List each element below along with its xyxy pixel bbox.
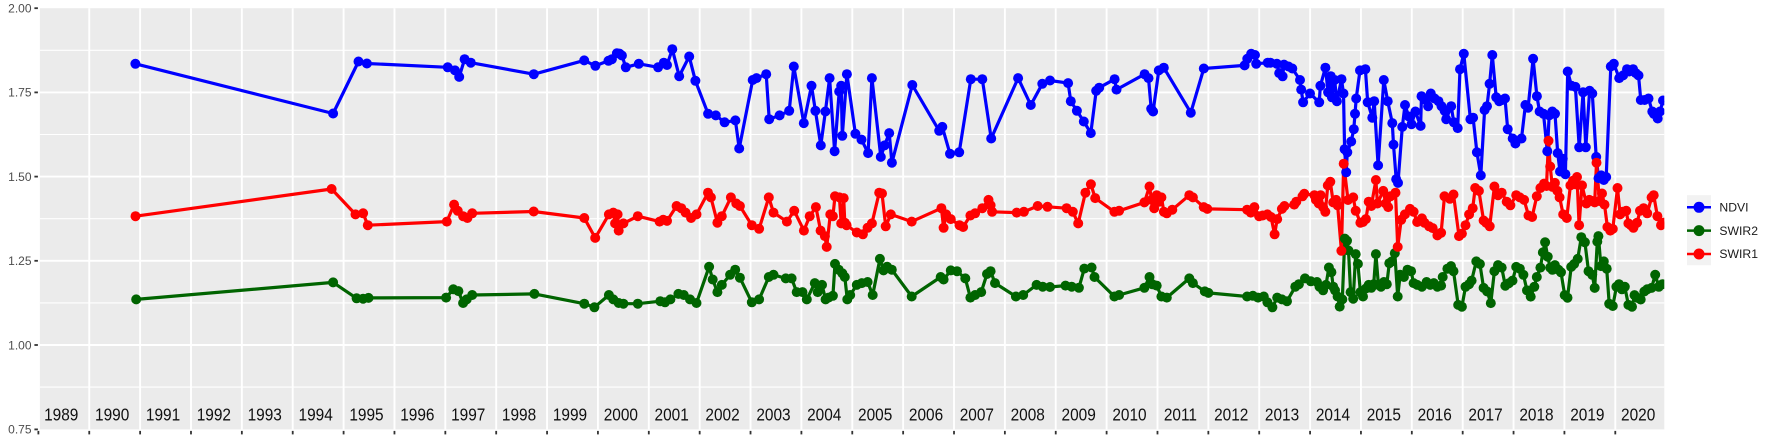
svg-text:1.50: 1.50 (8, 170, 32, 184)
svg-text:2019: 2019 (1570, 404, 1604, 424)
svg-text:2008: 2008 (1011, 404, 1045, 424)
svg-text:2000: 2000 (604, 404, 638, 424)
svg-text:2004: 2004 (807, 404, 841, 424)
svg-text:2011: 2011 (1164, 404, 1197, 424)
svg-text:1.25: 1.25 (8, 254, 32, 268)
svg-text:2001: 2001 (655, 404, 689, 424)
svg-text:2012: 2012 (1214, 404, 1248, 424)
svg-text:2020: 2020 (1621, 404, 1655, 424)
svg-text:2007: 2007 (960, 404, 994, 424)
svg-text:2014: 2014 (1316, 404, 1350, 424)
svg-text:2002: 2002 (705, 404, 739, 424)
svg-text:2.00: 2.00 (8, 2, 32, 16)
svg-text:SWIR1: SWIR1 (1719, 247, 1758, 261)
svg-text:1996: 1996 (400, 404, 434, 424)
svg-text:2017: 2017 (1468, 404, 1502, 424)
svg-text:2003: 2003 (756, 404, 790, 424)
svg-text:1992: 1992 (197, 404, 231, 424)
svg-text:1991: 1991 (146, 404, 180, 424)
svg-text:2013: 2013 (1265, 404, 1299, 424)
svg-text:1995: 1995 (349, 404, 383, 424)
svg-text:1997: 1997 (451, 404, 485, 424)
svg-text:2016: 2016 (1418, 404, 1452, 424)
svg-text:2009: 2009 (1062, 404, 1096, 424)
svg-text:NDVI: NDVI (1719, 201, 1748, 215)
svg-text:2018: 2018 (1519, 404, 1553, 424)
svg-text:1989: 1989 (44, 404, 78, 424)
svg-text:1.00: 1.00 (8, 338, 32, 352)
svg-text:2015: 2015 (1367, 404, 1401, 424)
svg-text:1990: 1990 (95, 404, 129, 424)
svg-text:0.75: 0.75 (8, 423, 32, 437)
svg-text:1994: 1994 (299, 404, 333, 424)
svg-text:2010: 2010 (1112, 404, 1146, 424)
svg-text:1.75: 1.75 (8, 86, 32, 100)
svg-text:2006: 2006 (909, 404, 943, 424)
svg-text:1998: 1998 (502, 404, 536, 424)
svg-text:SWIR2: SWIR2 (1719, 224, 1758, 238)
svg-text:2005: 2005 (858, 404, 892, 424)
svg-text:1993: 1993 (248, 404, 282, 424)
svg-text:1999: 1999 (553, 404, 587, 424)
